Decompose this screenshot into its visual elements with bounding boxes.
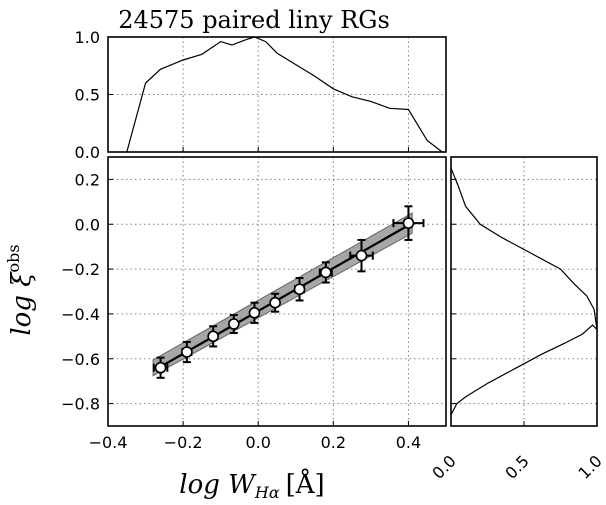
main-xtick-label: −0.4: [89, 433, 128, 452]
main-ytick-label: 0.2: [75, 170, 100, 189]
right-xtick-label: 1.0: [574, 451, 605, 482]
right-xtick-label: 0.0: [428, 451, 459, 482]
top-ytick-label: 1.0: [75, 28, 100, 47]
x-axis-label: log WHα [Å]: [179, 468, 324, 502]
data-point: [269, 296, 281, 309]
data-point: [293, 283, 306, 296]
fit-line: [156, 222, 413, 370]
data-point: [228, 318, 240, 330]
main-panel-frame: [107, 156, 447, 427]
main-xtick-label: 0.2: [321, 433, 346, 452]
top-histogram-line: [126, 36, 443, 153]
right-panel-frame: [450, 156, 598, 427]
main-ytick-label: −0.8: [61, 395, 100, 414]
top-histogram-panel: 0.0 0.5 1.0: [75, 28, 447, 162]
data-point: [355, 249, 368, 262]
data-point: [320, 266, 332, 279]
main-xtick-label: 0.4: [396, 433, 421, 452]
main-ytick-label: −0.6: [61, 350, 100, 369]
main-scatter-panel: −0.4 −0.2 0.0 0.2 0.4 −0.8 −0.6 −0.4 −0.2 0.0 0.2: [61, 156, 447, 452]
data-point: [154, 361, 167, 374]
chart-title: 24575 paired liny RGs: [118, 6, 390, 34]
main-ytick-label: −0.4: [61, 305, 100, 324]
data-point: [181, 346, 193, 358]
data-point: [402, 217, 415, 229]
data-point: [207, 330, 219, 343]
main-ytick-label: 0.0: [75, 215, 100, 234]
top-panel-frame: [107, 36, 447, 153]
data-point: [248, 306, 261, 319]
right-histogram-line: [450, 167, 598, 416]
main-xtick-label: −0.2: [164, 433, 203, 452]
main-xtick-label: 0.0: [245, 433, 270, 452]
right-xtick-label: 0.5: [501, 451, 532, 482]
top-ytick-label: 0.0: [75, 143, 100, 162]
main-ytick-label: −0.2: [61, 260, 100, 279]
y-axis-label: log ξobs: [4, 244, 37, 335]
top-ytick-label: 0.5: [75, 86, 100, 105]
right-histogram-panel: 0.0 0.5 1.0: [428, 156, 606, 483]
